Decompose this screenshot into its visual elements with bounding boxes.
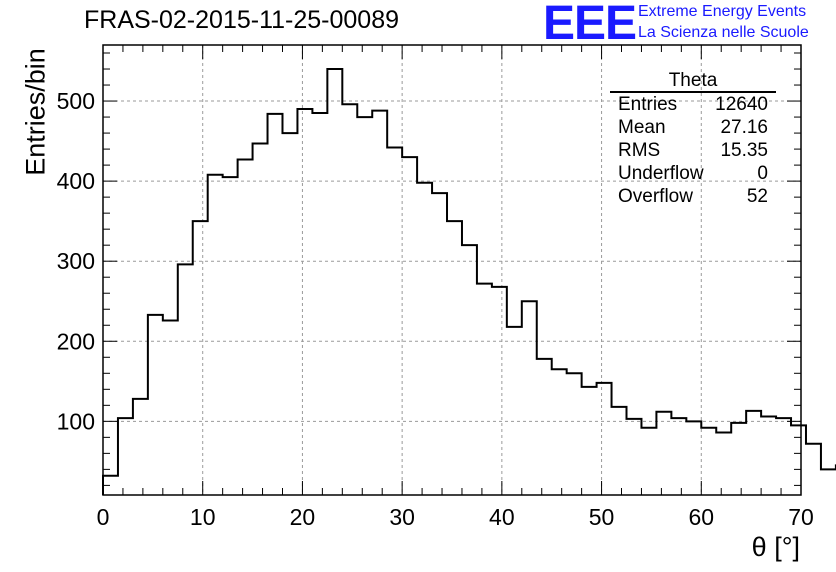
histogram-bin <box>641 428 656 495</box>
histogram-bin <box>701 428 716 495</box>
histogram-bin <box>372 111 387 495</box>
histogram-bin <box>268 114 283 495</box>
histogram-bin <box>118 418 133 495</box>
histogram-bin <box>716 433 731 495</box>
histogram-bin <box>178 264 193 495</box>
plot-frame <box>102 44 802 496</box>
stats-row-underflow: Underflow 0 <box>610 162 776 185</box>
stats-label: Mean <box>618 117 666 138</box>
stats-label: Overflow <box>618 186 693 207</box>
histogram-bin <box>387 147 402 495</box>
histogram-bin <box>731 423 746 495</box>
histogram-bin <box>776 418 791 495</box>
histogram-bin <box>163 320 178 495</box>
eee-logo: EEE <box>543 0 637 50</box>
y-tick-label: 200 <box>57 328 95 354</box>
x-tick-label: 40 <box>489 504 515 530</box>
histogram-bin <box>806 444 821 495</box>
histogram-bin <box>462 245 477 495</box>
stats-value: 12640 <box>715 94 768 115</box>
histogram-bin <box>627 419 642 495</box>
histogram-bin <box>223 177 238 495</box>
histogram-bin <box>597 383 612 495</box>
x-tick-label: 60 <box>688 504 714 530</box>
histogram-bin <box>686 421 701 495</box>
stats-label: Underflow <box>618 163 704 184</box>
chart-title: FRAS-02-2015-11-25-00089 <box>84 6 400 34</box>
y-tick-label: 500 <box>57 88 95 114</box>
logo-line-1: Extreme Energy Events <box>638 3 807 20</box>
x-axis-label: θ [°] <box>751 532 800 562</box>
histogram-bin <box>671 418 686 495</box>
histogram-bin <box>208 175 223 495</box>
stats-row-mean: Mean 27.16 <box>610 116 776 139</box>
histogram-bin <box>297 109 312 495</box>
logo-line-2: La Scienza nelle Scuole <box>638 24 809 41</box>
stats-row-overflow: Overflow 52 <box>610 185 776 208</box>
histogram-bin <box>492 287 507 495</box>
histogram-bin <box>312 113 327 495</box>
y-tick-label: 100 <box>57 408 95 434</box>
x-tick-label: 70 <box>788 504 814 530</box>
histogram-bin <box>656 412 671 495</box>
stats-row-entries: Entries 12640 <box>610 93 776 116</box>
histogram-bin <box>327 69 342 495</box>
y-tick-label: 400 <box>57 168 95 194</box>
histogram-bin <box>402 157 417 495</box>
stats-title: Theta <box>610 70 776 93</box>
histogram-bin <box>253 143 268 495</box>
histogram-bin <box>761 417 776 495</box>
stats-row-rms: RMS 15.35 <box>610 139 776 162</box>
histogram-bin <box>342 104 357 495</box>
stats-label: RMS <box>618 140 661 161</box>
stats-value: 27.16 <box>720 117 768 138</box>
histogram-bin <box>746 411 761 495</box>
histogram-bin <box>522 301 537 495</box>
x-tick-label: 10 <box>190 504 216 530</box>
histogram-bin <box>582 387 597 495</box>
histogram-bin <box>537 359 552 495</box>
stats-value: 52 <box>746 186 768 207</box>
histogram-bin <box>193 221 208 495</box>
stats-box: Theta Entries 12640 Mean 27.16 RMS 15.35 Un… <box>610 70 776 208</box>
histogram-bin <box>432 193 447 495</box>
stats-label: Entries <box>618 94 678 115</box>
histogram-bin <box>477 284 492 495</box>
histogram-bin <box>612 407 627 495</box>
histogram-bin <box>791 425 806 495</box>
x-tick-label: 30 <box>389 504 415 530</box>
stats-value: 15.35 <box>720 140 768 161</box>
y-tick-label: 300 <box>57 248 95 274</box>
histogram-bin <box>821 469 836 495</box>
x-tick-label: 50 <box>589 504 615 530</box>
histogram-bin <box>148 315 163 495</box>
histogram-bin <box>567 373 582 495</box>
histogram-bin <box>238 160 253 495</box>
histogram-bin <box>357 117 372 495</box>
histogram-bin <box>447 221 462 495</box>
histogram-line <box>102 68 836 495</box>
x-tick-label: 20 <box>290 504 316 530</box>
y-axis-label: Entries/bin <box>20 48 51 176</box>
stats-value: 0 <box>757 163 768 184</box>
histogram-bin <box>552 369 567 495</box>
x-tick-label: 0 <box>97 504 110 530</box>
histogram-bin <box>133 399 148 495</box>
histogram-bin <box>282 133 297 495</box>
histogram-bin <box>417 183 432 495</box>
histogram-bin <box>507 327 522 495</box>
